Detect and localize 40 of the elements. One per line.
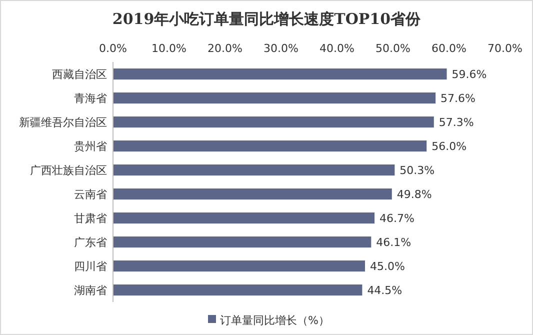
y-tick-label: 湖南省 — [74, 284, 107, 297]
data-label: 50.3% — [400, 164, 435, 177]
bar — [113, 92, 436, 104]
x-tick-label: 30.0% — [264, 42, 298, 55]
x-tick-label: 10.0% — [152, 42, 186, 55]
y-tick-label: 广东省 — [74, 236, 107, 249]
x-tick-label: 60.0% — [432, 42, 466, 55]
x-tick-label: 70.0% — [488, 42, 522, 55]
y-tick-label: 新疆维吾尔自治区 — [19, 116, 107, 129]
data-label: 49.8% — [396, 188, 432, 201]
x-tick-label: 0.0% — [99, 42, 127, 55]
bar — [113, 188, 392, 200]
y-tick-label: 贵州省 — [74, 140, 107, 153]
x-tick-label: 40.0% — [320, 42, 354, 55]
bar — [113, 140, 427, 152]
data-label: 46.1% — [376, 236, 412, 249]
bar — [113, 260, 365, 272]
legend-label: 订单量同比增长（%） — [220, 314, 330, 327]
data-label: 57.6% — [440, 92, 476, 105]
y-tick-label: 四川省 — [74, 260, 107, 273]
x-tick-label: 20.0% — [208, 42, 242, 55]
data-label: 44.5% — [367, 284, 402, 297]
data-label: 56.0% — [432, 140, 467, 153]
chart-title: 2019年小吃订单量同比增长速度TOP10省份 — [112, 10, 422, 28]
data-label: 45.0% — [370, 260, 405, 273]
bar — [113, 116, 434, 128]
x-tick-label: 50.0% — [376, 42, 410, 55]
data-label: 46.7% — [380, 212, 414, 225]
bar — [113, 236, 372, 248]
y-tick-label: 青海省 — [74, 92, 107, 105]
data-label: 57.3% — [438, 116, 474, 129]
y-tick-label: 西藏自治区 — [52, 68, 107, 81]
y-tick-label: 广西壮族自治区 — [30, 164, 107, 177]
y-tick-label: 甘肃省 — [74, 212, 107, 225]
bar — [113, 164, 395, 176]
y-tick-label: 云南省 — [74, 188, 107, 201]
bar — [113, 68, 447, 80]
data-label: 59.6% — [452, 68, 487, 81]
bar — [113, 284, 362, 296]
bar — [113, 212, 375, 224]
